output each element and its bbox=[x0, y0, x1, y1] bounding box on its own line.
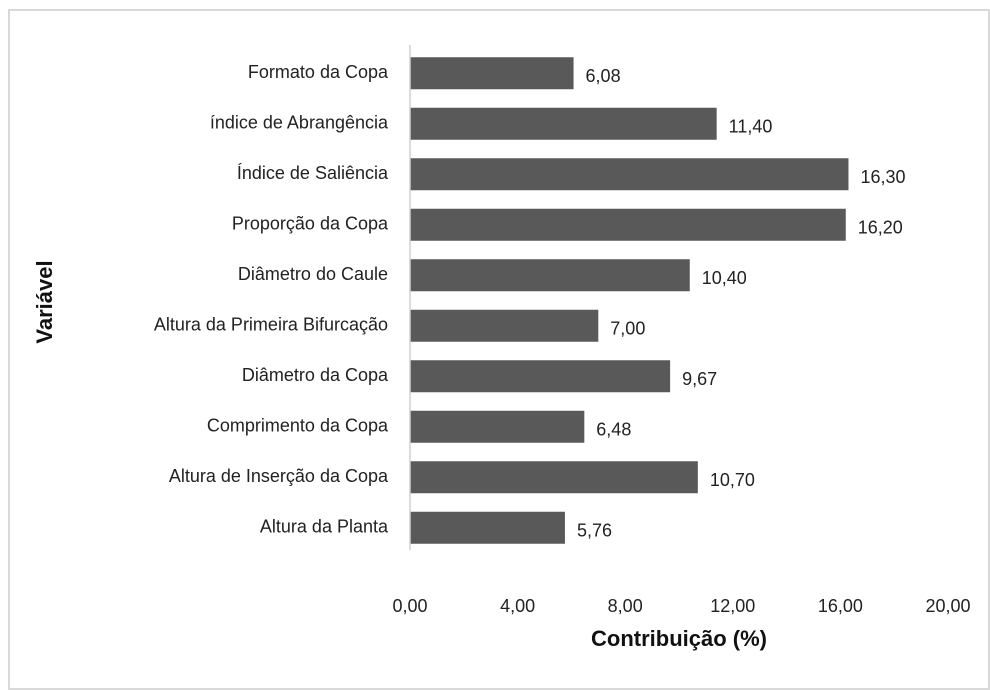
bar bbox=[410, 259, 690, 292]
bar bbox=[410, 461, 698, 494]
data-label: 7,00 bbox=[610, 319, 645, 339]
x-tick-label: 0,00 bbox=[392, 596, 427, 616]
bar bbox=[410, 208, 846, 241]
bar bbox=[410, 57, 574, 90]
y-tick-label: Altura de Inserção da Copa bbox=[169, 466, 389, 486]
data-label: 5,76 bbox=[577, 521, 612, 541]
data-label: 16,30 bbox=[860, 167, 905, 187]
bar bbox=[410, 309, 599, 342]
y-tick-label: Índice de Saliência bbox=[237, 163, 389, 183]
bar bbox=[410, 410, 585, 443]
data-label: 16,20 bbox=[858, 218, 903, 238]
data-label: 9,67 bbox=[682, 369, 717, 389]
data-label: 10,40 bbox=[702, 268, 747, 288]
y-tick-label: Diâmetro do Caule bbox=[238, 264, 388, 284]
x-tick-label: 12,00 bbox=[710, 596, 755, 616]
x-tick-label: 20,00 bbox=[925, 596, 970, 616]
y-tick-label: Formato da Copa bbox=[248, 62, 389, 82]
data-label: 6,08 bbox=[586, 66, 621, 86]
x-tick-label: 16,00 bbox=[818, 596, 863, 616]
x-axis-title: Contribuição (%) bbox=[591, 626, 767, 651]
data-label: 10,70 bbox=[710, 470, 755, 490]
bar bbox=[410, 511, 565, 544]
y-tick-label: índice de Abrangência bbox=[210, 113, 389, 133]
bar bbox=[410, 158, 849, 191]
y-tick-label: Diâmetro da Copa bbox=[242, 365, 389, 385]
x-tick-label: 4,00 bbox=[500, 596, 535, 616]
y-tick-label: Altura da Planta bbox=[260, 517, 389, 537]
y-tick-label: Proporção da Copa bbox=[232, 214, 389, 234]
y-tick-label: Altura da Primeira Bifurcação bbox=[154, 315, 388, 335]
bar bbox=[410, 360, 671, 393]
y-tick-label: Comprimento da Copa bbox=[207, 416, 389, 436]
x-tick-label: 8,00 bbox=[608, 596, 643, 616]
y-axis-title: Variável bbox=[32, 260, 57, 343]
bar bbox=[410, 107, 717, 140]
data-label: 11,40 bbox=[729, 117, 773, 137]
data-label: 6,48 bbox=[596, 420, 631, 440]
